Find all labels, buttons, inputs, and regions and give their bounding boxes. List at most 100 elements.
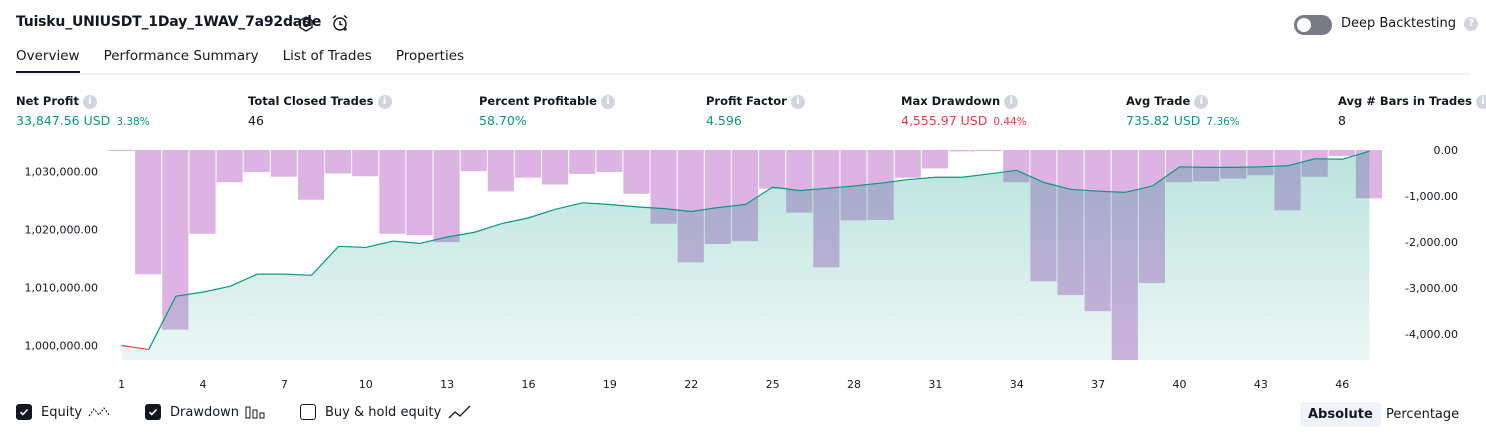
drawdown-bar: [623, 150, 650, 194]
tab-bar: Overview Performance Summary List of Tra…: [16, 48, 488, 74]
x-axis-tick-label: 16: [521, 378, 535, 391]
equity-line-segment: [229, 273, 258, 287]
deep-backtesting-control: Deep Backtesting ?: [1341, 16, 1479, 31]
left-axis-tick-label: 1,030,000.00: [25, 165, 98, 178]
equity-drawdown-chart[interactable]: 1,000,000.00 1,010,000.00 1,020,000.00 1,03…: [0, 140, 1486, 396]
equity-line-segment: [1233, 166, 1261, 169]
drawdown-bar: [514, 150, 542, 178]
deep-backtesting-toggle[interactable]: [1294, 15, 1332, 35]
equity-line-segment: [908, 176, 936, 181]
tab-properties[interactable]: Properties: [395, 48, 465, 64]
equity-line-segment: [311, 245, 340, 276]
x-axis-tick-label: 4: [199, 378, 206, 391]
drawdown-label: Drawdown: [170, 404, 240, 420]
equity-series: [121, 150, 1370, 360]
left-axis-tick-label: 1,010,000.00: [25, 281, 98, 294]
x-axis-tick-label: 37: [1091, 378, 1105, 391]
equity-line-segment: [826, 185, 855, 189]
info-icon[interactable]: i: [600, 94, 615, 109]
equity-line-segment: [881, 178, 909, 184]
x-axis-tick-label: 34: [1010, 378, 1024, 391]
info-icon[interactable]: i: [1194, 94, 1209, 109]
metric-value: 4.596: [706, 112, 742, 128]
equity-line-segment: [365, 240, 393, 249]
equity-line-segment: [1125, 185, 1153, 193]
metric-value: 58.70%: [479, 112, 527, 128]
right-axis-tick-label: -4,000.00: [1405, 328, 1458, 341]
info-icon[interactable]: i: [82, 94, 97, 109]
info-icon[interactable]: i: [790, 94, 805, 109]
drawdown-bar: [759, 150, 786, 189]
equity-checkbox[interactable]: [16, 404, 32, 420]
percentage-mode-button[interactable]: Percentage: [1386, 407, 1460, 422]
x-axis-tick-label: 10: [359, 378, 373, 391]
info-icon[interactable]: i: [377, 94, 392, 109]
metric-avg-trade: Avg Trade i 735.82 USD 7.36%: [1126, 94, 1240, 128]
info-icon[interactable]: i: [1475, 94, 1486, 109]
x-axis-tick-label: 22: [684, 378, 698, 391]
legend-drawdown[interactable]: Drawdown: [145, 404, 267, 420]
right-axis-tick-label: -2,000.00: [1405, 236, 1458, 249]
buy-hold-line-icon: [448, 405, 471, 419]
drawdown-bar: [976, 150, 1003, 151]
drawdown-checkbox[interactable]: [145, 404, 161, 420]
equity-line-segment: [446, 231, 475, 238]
info-icon[interactable]: i: [1004, 94, 1019, 109]
x-axis-tick-label: 13: [440, 378, 454, 391]
equity-line-segment: [1287, 158, 1316, 167]
drawdown-bar: [569, 150, 596, 174]
drawdown-bar: [108, 150, 135, 151]
equity-line-segment: [799, 187, 827, 192]
x-axis-tick-label: 31: [928, 378, 942, 391]
x-axis-tick-label: 1: [118, 378, 125, 391]
legend-buy-hold[interactable]: Buy & hold equity: [300, 404, 472, 420]
legend-equity[interactable]: Equity: [16, 404, 112, 420]
metric-label: Total Closed Trades: [248, 94, 374, 108]
drawdown-bar: [216, 150, 243, 183]
equity-line-segment: [582, 202, 610, 206]
metric-label: Avg # Bars in Trades: [1338, 94, 1472, 108]
drawdown-bar: [270, 150, 297, 177]
equity-line-segment: [1098, 190, 1126, 193]
metric-value: 735.82 USD: [1126, 112, 1201, 128]
equity-line-icon: [88, 407, 111, 417]
drawdown-bar: [1328, 150, 1355, 156]
equity-area: [121, 151, 1370, 360]
metric-label: Net Profit: [16, 94, 79, 108]
equity-line-segment: [636, 206, 665, 210]
help-icon[interactable]: ?: [1464, 16, 1479, 31]
equity-line-segment: [338, 245, 366, 249]
metric-label: Max Drawdown: [901, 94, 1001, 108]
equity-line-segment: [175, 291, 204, 297]
x-axis-tick-label: 19: [603, 378, 617, 391]
metric-label: Profit Factor: [706, 94, 787, 108]
x-axis-tick-label: 28: [847, 378, 861, 391]
tab-divider: [16, 73, 1470, 75]
equity-line-segment: [1016, 169, 1045, 184]
tab-overview[interactable]: Overview: [16, 48, 80, 74]
equity-line-segment: [284, 273, 312, 276]
x-axis-tick-label: 25: [766, 378, 780, 391]
equity-line-segment: [989, 169, 1017, 175]
drawdown-bar: [243, 150, 270, 173]
alarm-clock-icon[interactable]: [330, 13, 350, 33]
drawdown-bar: [352, 150, 379, 177]
equity-line-segment: [1070, 188, 1099, 192]
equity-line-segment: [121, 344, 149, 351]
equity-line-segment: [1179, 166, 1207, 169]
metric-value: 46: [248, 112, 264, 128]
drawdown-bars-icon: [245, 406, 265, 419]
equity-line-segment: [555, 202, 583, 210]
buy-hold-checkbox[interactable]: [300, 404, 316, 420]
tab-list-of-trades[interactable]: List of Trades: [282, 48, 372, 64]
settings-icon[interactable]: [296, 14, 316, 34]
metric-value: 8: [1338, 112, 1346, 128]
metric-percent-profitable: Percent Profitable i 58.70%: [479, 94, 615, 128]
tab-performance-summary[interactable]: Performance Summary: [103, 48, 259, 64]
right-axis: 0.00 -1,000.00 -2,000.00 -3,000.00 -4,000.00: [1405, 144, 1458, 341]
metric-label: Percent Profitable: [479, 94, 597, 108]
equity-line-segment: [745, 186, 773, 206]
metric-percent: 0.44%: [993, 115, 1027, 128]
drawdown-bar: [487, 150, 514, 192]
absolute-mode-button[interactable]: Absolute: [1300, 402, 1381, 427]
